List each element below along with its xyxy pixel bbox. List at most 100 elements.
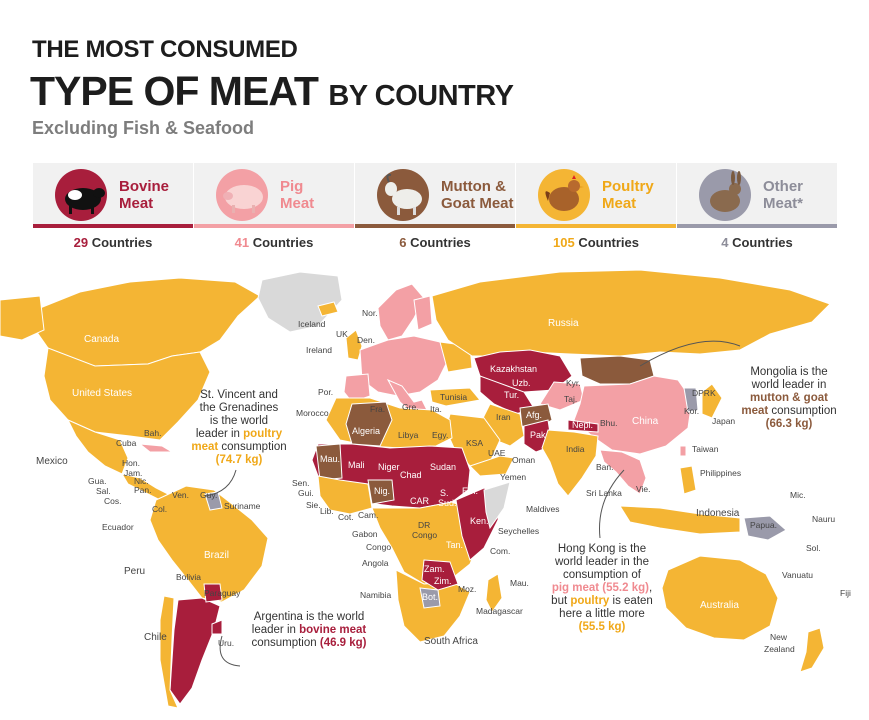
- label-egy: Egy.: [432, 430, 448, 440]
- label-den: Den.: [357, 335, 375, 345]
- label-lib: Lib.: [320, 506, 334, 516]
- legend-mutton: Mutton & Goat Meat: [355, 163, 515, 228]
- label-kyr: Kyr.: [566, 378, 581, 388]
- label-tur: Tur.: [504, 390, 519, 400]
- label-bot: Bot.: [422, 592, 438, 602]
- rabbit-icon: [699, 169, 751, 221]
- label-papua: Papua.: [750, 520, 777, 530]
- label-taj: Taj.: [564, 394, 577, 404]
- region-alaska: [0, 295, 45, 341]
- label-nauru: Nauru: [812, 514, 835, 524]
- label-fra: Fra.: [370, 404, 385, 414]
- label-por: Por.: [318, 387, 333, 397]
- region-se-asia: [599, 449, 647, 495]
- region-paraguay: [203, 583, 223, 603]
- label-mexico: Mexico: [36, 456, 68, 467]
- label-col: Col.: [152, 504, 167, 514]
- label-hon: Hon.: [122, 458, 140, 468]
- region-finland: [413, 295, 433, 331]
- label-vanuatu: Vanuatu: [782, 570, 813, 580]
- region-australia: [661, 555, 779, 641]
- legend-mutton-line1: Mutton &: [441, 178, 506, 195]
- label-ita: Ita.: [430, 404, 442, 414]
- label-iran: Iran: [496, 412, 511, 422]
- label-ssud1: S.: [440, 488, 449, 498]
- annotation-hong-kong: Hong Kong is the world leader in the con…: [551, 543, 653, 633]
- label-ban: Ban.: [596, 462, 614, 472]
- label-zam: Zam.: [424, 564, 445, 574]
- label-canada: Canada: [84, 334, 119, 345]
- label-peru: Peru: [124, 566, 145, 577]
- region-zambia-zim: [421, 559, 459, 591]
- chicken-icon: [538, 169, 590, 221]
- label-jam: Jam.: [124, 468, 142, 478]
- label-morocco: Morocco: [296, 408, 329, 418]
- label-gua: Gua.: [88, 476, 106, 486]
- label-nic: Nic.: [134, 476, 149, 486]
- label-niger: Niger: [378, 462, 400, 472]
- label-namibia: Namibia: [360, 590, 391, 600]
- region-south-america-north: [149, 485, 269, 603]
- label-zim: Zim.: [434, 576, 452, 586]
- count-other: 4 Countries: [721, 235, 793, 250]
- label-ecuador: Ecuador: [102, 522, 134, 532]
- label-australia: Australia: [700, 600, 739, 611]
- label-indonesia: Indonesia: [696, 508, 740, 519]
- label-cuba: Cuba: [116, 438, 137, 448]
- label-tunisia: Tunisia: [440, 392, 467, 402]
- region-united-states: [43, 347, 211, 441]
- goat-icon: [377, 169, 429, 221]
- label-dr-congo-2: Congo: [412, 530, 437, 540]
- legend-poultry-line1: Poultry: [602, 178, 654, 195]
- callout-line-svg: [205, 469, 237, 497]
- label-sal: Sal.: [96, 486, 111, 496]
- label-sol: Sol.: [806, 543, 821, 553]
- region-norway-sweden: [377, 283, 425, 341]
- region-mauritania: [315, 443, 343, 481]
- label-ken: Ken.: [470, 516, 489, 526]
- region-iceland: [317, 301, 339, 317]
- region-russia: [431, 269, 831, 357]
- label-cot: Cot.: [338, 512, 354, 522]
- annotation-argentina: Argentina is the world leader in bovine …: [251, 611, 367, 649]
- label-uae: UAE: [488, 448, 506, 458]
- label-car: CAR: [410, 496, 430, 506]
- annotation-mongolia: Mongolia is the world leader in mutton &…: [741, 366, 837, 430]
- legend-bovine-line2: Meat: [119, 195, 154, 212]
- count-bovine: 29 Countries: [73, 235, 153, 250]
- count-pig: 41 Countries: [234, 235, 314, 250]
- label-suriname: Suriname: [224, 501, 261, 511]
- legend-pig-line2: Meat: [280, 195, 315, 212]
- pig-icon: [216, 169, 268, 221]
- label-oman: Oman: [512, 455, 535, 465]
- region-taiwan: [679, 445, 687, 457]
- annotation-st-vincent: St. Vincent and the Grenadines is the wo…: [191, 389, 287, 466]
- region-new-zealand: [799, 627, 825, 673]
- label-nig: Nig.: [374, 486, 390, 496]
- label-mic: Mic.: [790, 490, 806, 500]
- region-turkey: [429, 387, 481, 407]
- label-cam: Cam.: [358, 510, 378, 520]
- label-russia: Russia: [548, 318, 579, 329]
- label-ven: Ven.: [172, 490, 189, 500]
- callout-line-mongolia: [639, 340, 741, 367]
- legend-poultry: Poultry Meat: [516, 163, 676, 228]
- region-indonesia: [619, 505, 741, 535]
- label-sudan: Sudan: [430, 462, 456, 472]
- label-bolivia: Bolivia: [176, 572, 201, 582]
- label-bah: Bah.: [144, 428, 162, 438]
- region-greenland: [257, 271, 343, 333]
- title-small: BY COUNTRY: [328, 80, 514, 112]
- label-uzb: Uzb.: [512, 378, 531, 388]
- region-chile: [159, 595, 179, 709]
- label-taiwan: Taiwan: [692, 444, 719, 454]
- region-algeria: [345, 401, 393, 447]
- label-dprk: DPRK: [692, 388, 716, 398]
- label-angola: Angola: [362, 558, 389, 568]
- label-fiji: Fiji: [840, 588, 851, 598]
- label-new-zealand-1: New: [770, 632, 788, 642]
- region-uruguay: [211, 619, 223, 635]
- label-tan: Tan.: [446, 540, 463, 550]
- legend-other: Other Meat*: [677, 163, 837, 228]
- cow-icon: [55, 169, 107, 221]
